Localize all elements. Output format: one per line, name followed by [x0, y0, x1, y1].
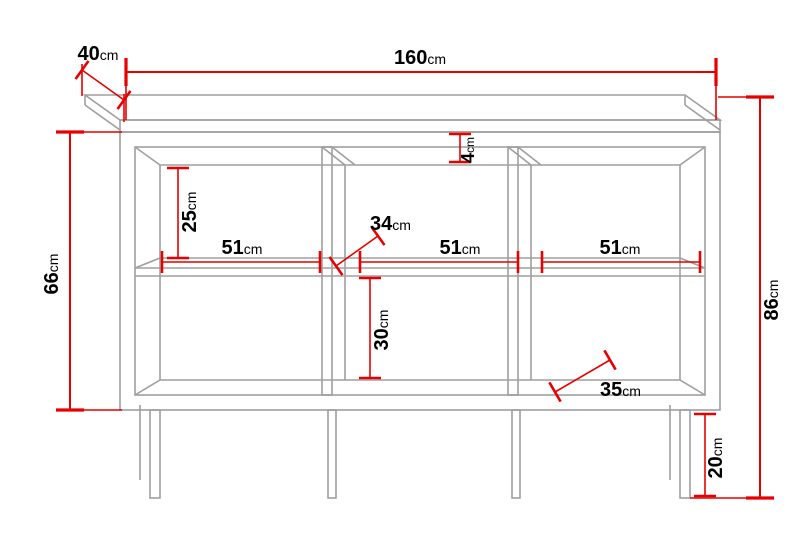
diagram-svg: 40cm 160cm 66cm 86cm 4cm 25cm 30cm 34cm	[0, 0, 800, 533]
svg-text:51cm: 51cm	[600, 237, 641, 259]
svg-text:160cm: 160cm	[394, 47, 446, 69]
label-shelf-25: 25	[179, 210, 201, 232]
svg-text:35cm: 35cm	[600, 379, 641, 401]
svg-text:40cm: 40cm	[78, 43, 119, 65]
label-top-4: 4	[458, 153, 478, 163]
label-depth-40: 40	[78, 43, 100, 65]
svg-text:25cm: 25cm	[179, 192, 201, 233]
label-51-b: 51	[440, 237, 462, 259]
svg-text:30cm: 30cm	[371, 310, 393, 351]
label-shelf-30: 30	[371, 328, 393, 350]
svg-text:86cm: 86cm	[761, 280, 783, 321]
svg-text:20cm: 20cm	[705, 438, 727, 479]
dimensions	[60, 62, 770, 498]
label-total-86: 86	[761, 298, 783, 320]
label-51-c: 51	[600, 237, 622, 259]
label-body-66: 66	[41, 272, 63, 294]
label-leg-20: 20	[705, 456, 727, 478]
label-shelf-34: 34	[370, 213, 393, 235]
label-51-a: 51	[222, 237, 244, 259]
diagram-root: { "type": "dimensioned-furniture-diagram…	[0, 0, 800, 533]
furniture	[85, 95, 720, 498]
svg-text:51cm: 51cm	[222, 237, 263, 259]
label-width-160: 160	[394, 47, 427, 69]
svg-text:34cm: 34cm	[370, 213, 411, 235]
svg-text:4cm: 4cm	[458, 137, 478, 163]
svg-text:51cm: 51cm	[440, 237, 481, 259]
svg-text:66cm: 66cm	[41, 254, 63, 295]
label-inner-35: 35	[600, 379, 622, 401]
